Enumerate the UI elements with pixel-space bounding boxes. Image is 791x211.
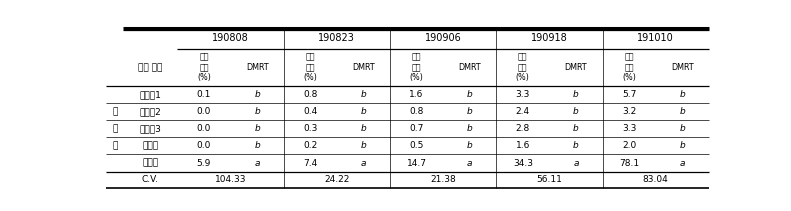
Text: 5.7: 5.7 [622, 90, 636, 99]
Text: 2.4: 2.4 [516, 107, 530, 116]
Text: a: a [467, 158, 472, 168]
Text: 리: 리 [112, 124, 118, 133]
Text: b: b [467, 90, 472, 99]
Text: 시험구1: 시험구1 [139, 90, 161, 99]
Text: 0.8: 0.8 [303, 90, 317, 99]
Text: b: b [573, 107, 579, 116]
Text: b: b [573, 141, 579, 150]
Text: b: b [361, 124, 366, 133]
Text: 무처리: 무처리 [142, 158, 158, 168]
Text: 7.4: 7.4 [303, 158, 317, 168]
Text: 0.0: 0.0 [197, 141, 211, 150]
Text: 처: 처 [112, 107, 118, 116]
Text: 0.7: 0.7 [409, 124, 424, 133]
Text: b: b [467, 124, 472, 133]
Text: DMRT: DMRT [352, 63, 375, 72]
Text: 2.0: 2.0 [622, 141, 636, 150]
Text: 이병
과율
(%): 이병 과율 (%) [197, 53, 211, 83]
Text: b: b [254, 107, 260, 116]
Text: 0.5: 0.5 [409, 141, 424, 150]
Text: 2.8: 2.8 [516, 124, 530, 133]
Text: 104.33: 104.33 [214, 175, 246, 184]
Text: DMRT: DMRT [565, 63, 587, 72]
Text: 3.2: 3.2 [622, 107, 636, 116]
Text: b: b [254, 141, 260, 150]
Text: DMRT: DMRT [671, 63, 694, 72]
Text: 190918: 190918 [531, 33, 568, 43]
Text: b: b [679, 141, 685, 150]
Text: 1.6: 1.6 [409, 90, 424, 99]
Text: b: b [254, 90, 260, 99]
Text: b: b [573, 124, 579, 133]
Text: b: b [679, 107, 685, 116]
Text: 56.11: 56.11 [536, 175, 562, 184]
Text: 시험구2: 시험구2 [139, 107, 161, 116]
Text: b: b [467, 141, 472, 150]
Text: 이병
과율
(%): 이병 과율 (%) [516, 53, 530, 83]
Text: 83.04: 83.04 [643, 175, 668, 184]
Text: 24.22: 24.22 [324, 175, 350, 184]
Text: 190823: 190823 [318, 33, 355, 43]
Text: a: a [255, 158, 259, 168]
Text: 191010: 191010 [638, 33, 674, 43]
Text: 3.3: 3.3 [516, 90, 530, 99]
Text: a: a [573, 158, 579, 168]
Text: 190808: 190808 [212, 33, 249, 43]
Text: 0.8: 0.8 [409, 107, 424, 116]
Text: 0.4: 0.4 [303, 107, 317, 116]
Text: 34.3: 34.3 [513, 158, 533, 168]
Text: 21.38: 21.38 [430, 175, 456, 184]
Text: b: b [361, 141, 366, 150]
Text: 1.6: 1.6 [516, 141, 530, 150]
Text: b: b [361, 90, 366, 99]
Text: 이병
과율
(%): 이병 과율 (%) [410, 53, 423, 83]
Text: 이병
과율
(%): 이병 과율 (%) [303, 53, 317, 83]
Text: 5.9: 5.9 [197, 158, 211, 168]
Text: 190906: 190906 [425, 33, 461, 43]
Text: 시험구3: 시험구3 [139, 124, 161, 133]
Text: a: a [679, 158, 685, 168]
Text: 14.7: 14.7 [407, 158, 426, 168]
Text: 구: 구 [112, 141, 118, 150]
Text: 대조구: 대조구 [142, 141, 158, 150]
Text: a: a [361, 158, 366, 168]
Text: b: b [573, 90, 579, 99]
Text: b: b [254, 124, 260, 133]
Text: 0.0: 0.0 [197, 107, 211, 116]
Text: DMRT: DMRT [458, 63, 481, 72]
Text: 0.1: 0.1 [197, 90, 211, 99]
Text: 78.1: 78.1 [619, 158, 639, 168]
Text: 3.3: 3.3 [622, 124, 636, 133]
Text: b: b [679, 90, 685, 99]
Text: 0.0: 0.0 [197, 124, 211, 133]
Text: b: b [361, 107, 366, 116]
Text: 0.2: 0.2 [303, 141, 317, 150]
Text: C.V.: C.V. [142, 175, 159, 184]
Text: DMRT: DMRT [246, 63, 268, 72]
Text: 조사 일자: 조사 일자 [138, 63, 163, 72]
Text: b: b [679, 124, 685, 133]
Text: b: b [467, 107, 472, 116]
Text: 이병
과율
(%): 이병 과율 (%) [623, 53, 636, 83]
Text: 0.3: 0.3 [303, 124, 317, 133]
